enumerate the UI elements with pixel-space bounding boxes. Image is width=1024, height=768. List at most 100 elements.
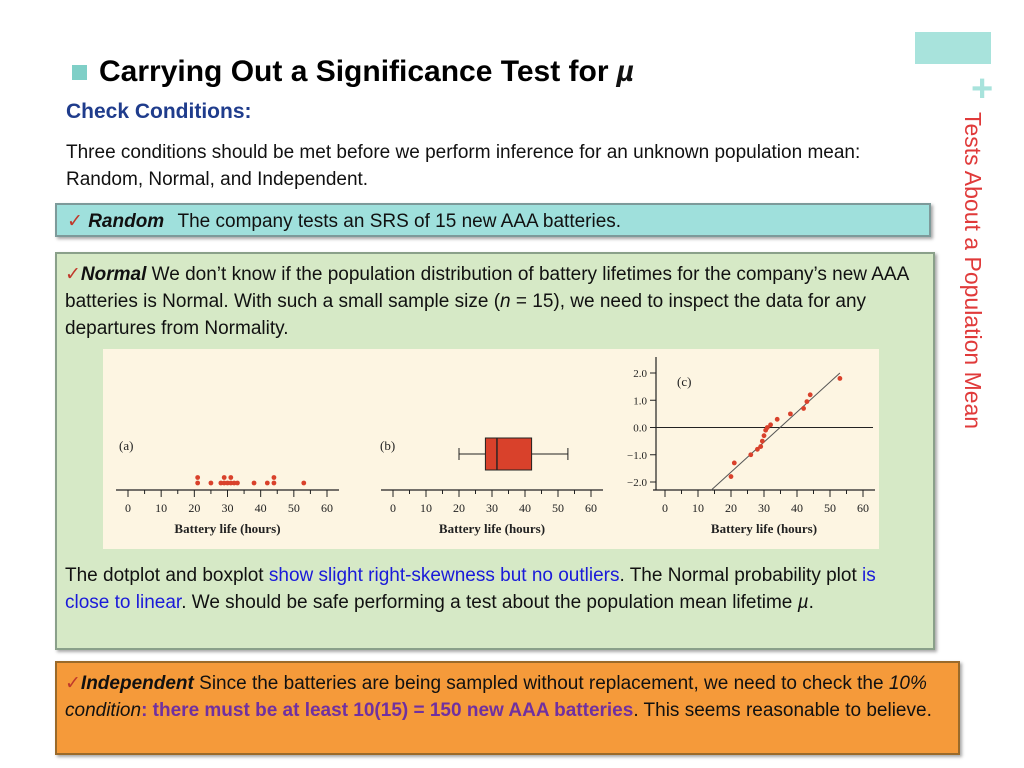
npp-point xyxy=(764,425,770,430)
normal-conclusion: The dotplot and boxplot show slight righ… xyxy=(65,562,925,616)
npp-x-tick-label: 50 xyxy=(824,501,836,515)
npp-point xyxy=(728,474,734,479)
independent-text-1: Since the batteries are being sampled wi… xyxy=(193,673,889,694)
boxplot-x-tick-label: 30 xyxy=(486,501,498,515)
npp-point xyxy=(807,392,813,398)
check-conditions-heading: Check Conditions: xyxy=(66,100,252,123)
boxplot-x-axis-label: Battery life (hours) xyxy=(439,521,545,536)
ten-percent-condition: 10% condition xyxy=(65,673,927,721)
linear-highlight: is close to linear xyxy=(65,565,876,613)
npp-point xyxy=(774,416,780,422)
npp-point xyxy=(761,433,767,439)
random-text: The company tests an SRS of 15 new AAA b… xyxy=(177,211,622,232)
npp-point xyxy=(731,460,737,466)
skewness-highlight: show slight right-skewness but no outlie… xyxy=(268,565,620,586)
boxplot-x-tick-label: 50 xyxy=(552,501,564,515)
plus-icon: + xyxy=(971,68,994,110)
dotplot-point xyxy=(301,480,307,486)
population-size-highlight: there must be at least 10(15) = 150 new … xyxy=(152,700,634,721)
dotplot-point xyxy=(221,480,227,486)
independent-label: Independent xyxy=(80,673,194,694)
dotplot-x-tick-label: 30 xyxy=(222,501,234,515)
conclusion-text-2: . The Normal probability plot xyxy=(619,565,863,586)
boxplot-box xyxy=(484,437,533,471)
normal-label: Normal xyxy=(80,264,147,285)
npp-point xyxy=(748,452,754,458)
dotplot-point xyxy=(271,475,277,480)
dotplot-point xyxy=(271,480,277,486)
square-bullet-icon xyxy=(72,64,87,80)
normal-text-1: We don’t know if the population distribu… xyxy=(65,264,909,312)
dotplot-x-tick-label: 50 xyxy=(288,501,300,515)
dotplot-point xyxy=(228,480,234,486)
dotplot-point xyxy=(208,480,214,486)
checkmark-icon: ✓ xyxy=(67,211,83,232)
battery-life-plots: 0 10 20 30 40 50 60 Battery life (hours) (a) 0 10 2… xyxy=(116,357,875,536)
title-text: Carrying Out a Significance Test for xyxy=(99,55,609,88)
npp-point xyxy=(801,406,806,411)
dotplot-point xyxy=(195,480,201,486)
boxplot-x-tick-label: 20 xyxy=(453,501,465,515)
checkmark-icon: ✓ xyxy=(65,264,81,285)
independent-text-2: . This seems reasonable to believe. xyxy=(633,700,932,721)
dotplot-point xyxy=(225,480,230,486)
npp-y-tick-label: 2.0 xyxy=(633,368,647,380)
dotplot-x-tick-label: 0 xyxy=(125,501,131,515)
npp-x-tick-label: 40 xyxy=(791,501,803,515)
colon: : xyxy=(141,700,153,721)
dotplot-point xyxy=(251,480,257,486)
npp-x-tick-label: 0 xyxy=(662,501,668,515)
conclusion-text-1: The dotplot and boxplot xyxy=(65,565,269,586)
sample-size-n: n xyxy=(500,291,511,312)
boxplot-x-tick-label: 10 xyxy=(420,501,432,515)
npp-x-tick-label: 60 xyxy=(857,501,869,515)
mu-symbol: µ xyxy=(797,592,809,613)
independent-condition-box: ✓Independent Since the batteries are bei… xyxy=(55,661,960,755)
boxplot-x-tick-label: 40 xyxy=(519,501,531,515)
dotplot-point xyxy=(195,475,201,480)
boxplot-x-tick-label: 60 xyxy=(585,501,597,515)
dotplot-point xyxy=(264,480,270,486)
conclusion-end: . xyxy=(808,592,814,613)
npp-point xyxy=(804,399,810,405)
npp-y-tick-label: 1.0 xyxy=(633,395,647,407)
npp-point xyxy=(837,376,843,381)
npp-point xyxy=(788,411,793,417)
npp-panel-label: (c) xyxy=(677,374,691,389)
npp-x-tick-label: 30 xyxy=(758,501,770,515)
checkmark-icon: ✓ xyxy=(65,673,81,694)
npp-point xyxy=(768,422,773,428)
accent-rectangle xyxy=(915,32,991,64)
dotplot-x-axis-label: Battery life (hours) xyxy=(174,521,280,536)
npp-point xyxy=(755,446,760,452)
dotplot-x-tick-label: 10 xyxy=(155,501,167,515)
npp-y-tick-label: 0.0 xyxy=(633,423,647,435)
conclusion-text-3: . We should be safe performing a test ab… xyxy=(181,592,798,613)
dotplot-x-tick-label: 60 xyxy=(321,501,333,515)
normal-text-2: = 15), we need to inspect the data for a… xyxy=(65,291,867,339)
dotplot-x-tick-label: 40 xyxy=(255,501,267,515)
npp-y-tick-label: −2.0 xyxy=(627,477,647,489)
npp-x-tick-label: 10 xyxy=(692,501,704,515)
boxplot-panel-label: (b) xyxy=(380,438,395,453)
normal-paragraph: ✓Normal We don’t know if the population … xyxy=(65,261,925,342)
dotplot-point xyxy=(221,475,227,480)
normal-condition-box: ✓Normal We don’t know if the population … xyxy=(55,252,935,650)
dotplot-point xyxy=(218,480,224,486)
dotplot-panel-label: (a) xyxy=(119,438,133,453)
npp-y-tick-label: −1.0 xyxy=(627,450,647,462)
npp-x-tick-label: 20 xyxy=(725,501,737,515)
npp-x-axis-label: Battery life (hours) xyxy=(711,521,817,536)
dotplot-point xyxy=(235,480,240,486)
slide-title: Carrying Out a Significance Test for µ xyxy=(72,55,634,89)
random-condition-box: ✓ Random The company tests an SRS of 15 … xyxy=(55,203,931,237)
npp-point xyxy=(759,438,765,444)
title-mu-symbol: µ xyxy=(616,55,634,88)
npp-point xyxy=(758,444,764,449)
intro-paragraph: Three conditions should be met before we… xyxy=(66,142,861,190)
battery-life-figure: 0 10 20 30 40 50 60 Battery life (hours) (a) 0 10 2… xyxy=(103,349,879,549)
npp-reference-line xyxy=(710,372,841,491)
dotplot-point xyxy=(231,480,237,486)
dotplot-point xyxy=(228,475,234,480)
random-label: Random xyxy=(88,211,165,232)
